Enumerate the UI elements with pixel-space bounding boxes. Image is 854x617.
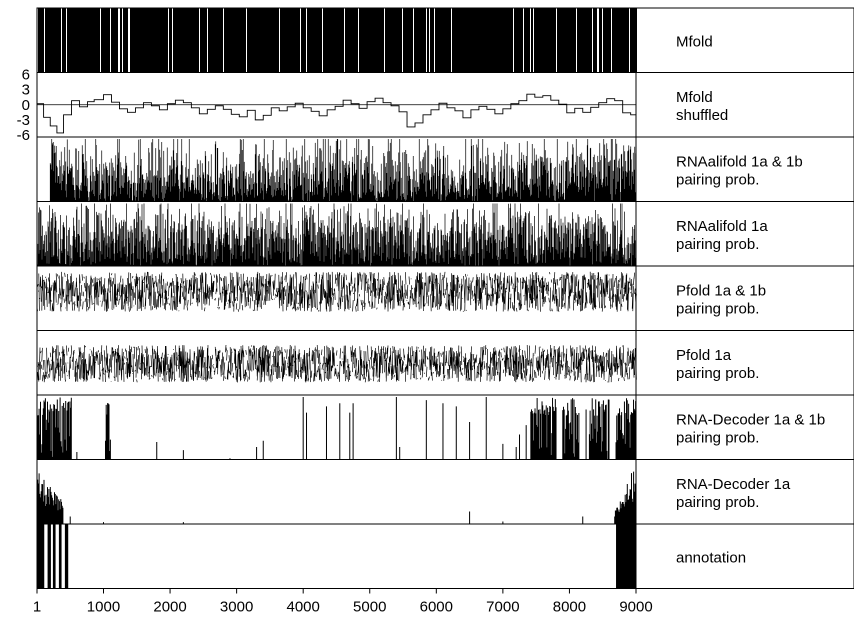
track-label-rnaalifold-1a: RNAalifold 1a (676, 218, 768, 235)
track-label-rnaalifold-1a-1b: RNAalifold 1a & 1b (676, 153, 803, 170)
x-tick-label: 6000 (420, 599, 453, 616)
rnaalifold-1a-marks (36, 203, 637, 266)
x-tick-label: 2000 (153, 599, 186, 616)
x-axis: 1 1000 2000 3000 4000 5000 6000 7000 8000 9000 (33, 588, 653, 616)
track-mfold-shuffled (36, 72, 854, 138)
track-frame (36, 523, 854, 589)
annotation-block (58, 524, 62, 589)
track-labels: Mfold Mfold shuffled RNAalifold 1a & 1b pa… (676, 33, 825, 566)
x-tick-label: 3000 (220, 599, 253, 616)
track-mfold (36, 7, 854, 73)
y-tick-label: 3 (22, 82, 30, 99)
pfold-1a-1b-marks (36, 271, 637, 312)
y-tick-label: 6 (22, 67, 30, 84)
track-label-rna-decoder-1a: pairing prob. (676, 494, 759, 511)
y-tick-label: -3 (17, 112, 30, 129)
rna-decoder-1a-marks (36, 471, 637, 524)
track-label-pfold-1a: pairing prob. (676, 365, 759, 382)
annotation-block (52, 524, 56, 589)
track-label-rna-decoder-1a-1b: pairing prob. (676, 429, 759, 446)
x-tick-label: 9000 (619, 599, 652, 616)
track-label-mfold-shuffled: shuffled (676, 107, 728, 124)
track-label-pfold-1a-1b: pairing prob. (676, 300, 759, 317)
track-label-pfold-1a: Pfold 1a (676, 347, 732, 364)
track-label-mfold: Mfold (676, 33, 713, 50)
track-panels (36, 7, 854, 589)
rna-decoder-1a-1b-marks (36, 397, 637, 460)
mfold-shuffled-y-axis: 630-3-6 (17, 67, 30, 145)
track-label-rna-decoder-1a: RNA-Decoder 1a (676, 476, 791, 493)
x-tick-label: 5000 (353, 599, 386, 616)
annotation-block (37, 524, 45, 589)
mfold-barcode-marks (38, 8, 637, 73)
mfold-shuffled-step-line (37, 93, 636, 134)
track-annotation (36, 523, 854, 589)
annotation-block (64, 524, 69, 589)
track-label-annotation: annotation (676, 549, 746, 566)
pfold-1a-marks (36, 344, 637, 383)
x-tick-label: 8000 (553, 599, 586, 616)
track-label-mfold-shuffled: Mfold (676, 89, 713, 106)
y-tick-label: -6 (17, 127, 30, 144)
rnaalifold-1a-1b-marks (49, 139, 637, 202)
x-tick-label: 7000 (486, 599, 519, 616)
track-label-rnaalifold-1a: pairing prob. (676, 236, 759, 253)
x-tick-label: 1000 (87, 599, 120, 616)
annotation-block (47, 524, 51, 589)
annotation-block (616, 524, 636, 589)
x-tick-label: 1 (33, 599, 41, 616)
track-pfold-1a (36, 330, 854, 396)
track-label-rnaalifold-1a-1b: pairing prob. (676, 171, 759, 188)
y-tick-label: 0 (22, 97, 30, 114)
x-tick-label: 4000 (286, 599, 319, 616)
track-label-rna-decoder-1a-1b: RNA-Decoder 1a & 1b (676, 411, 825, 428)
track-label-pfold-1a-1b: Pfold 1a & 1b (676, 282, 766, 299)
